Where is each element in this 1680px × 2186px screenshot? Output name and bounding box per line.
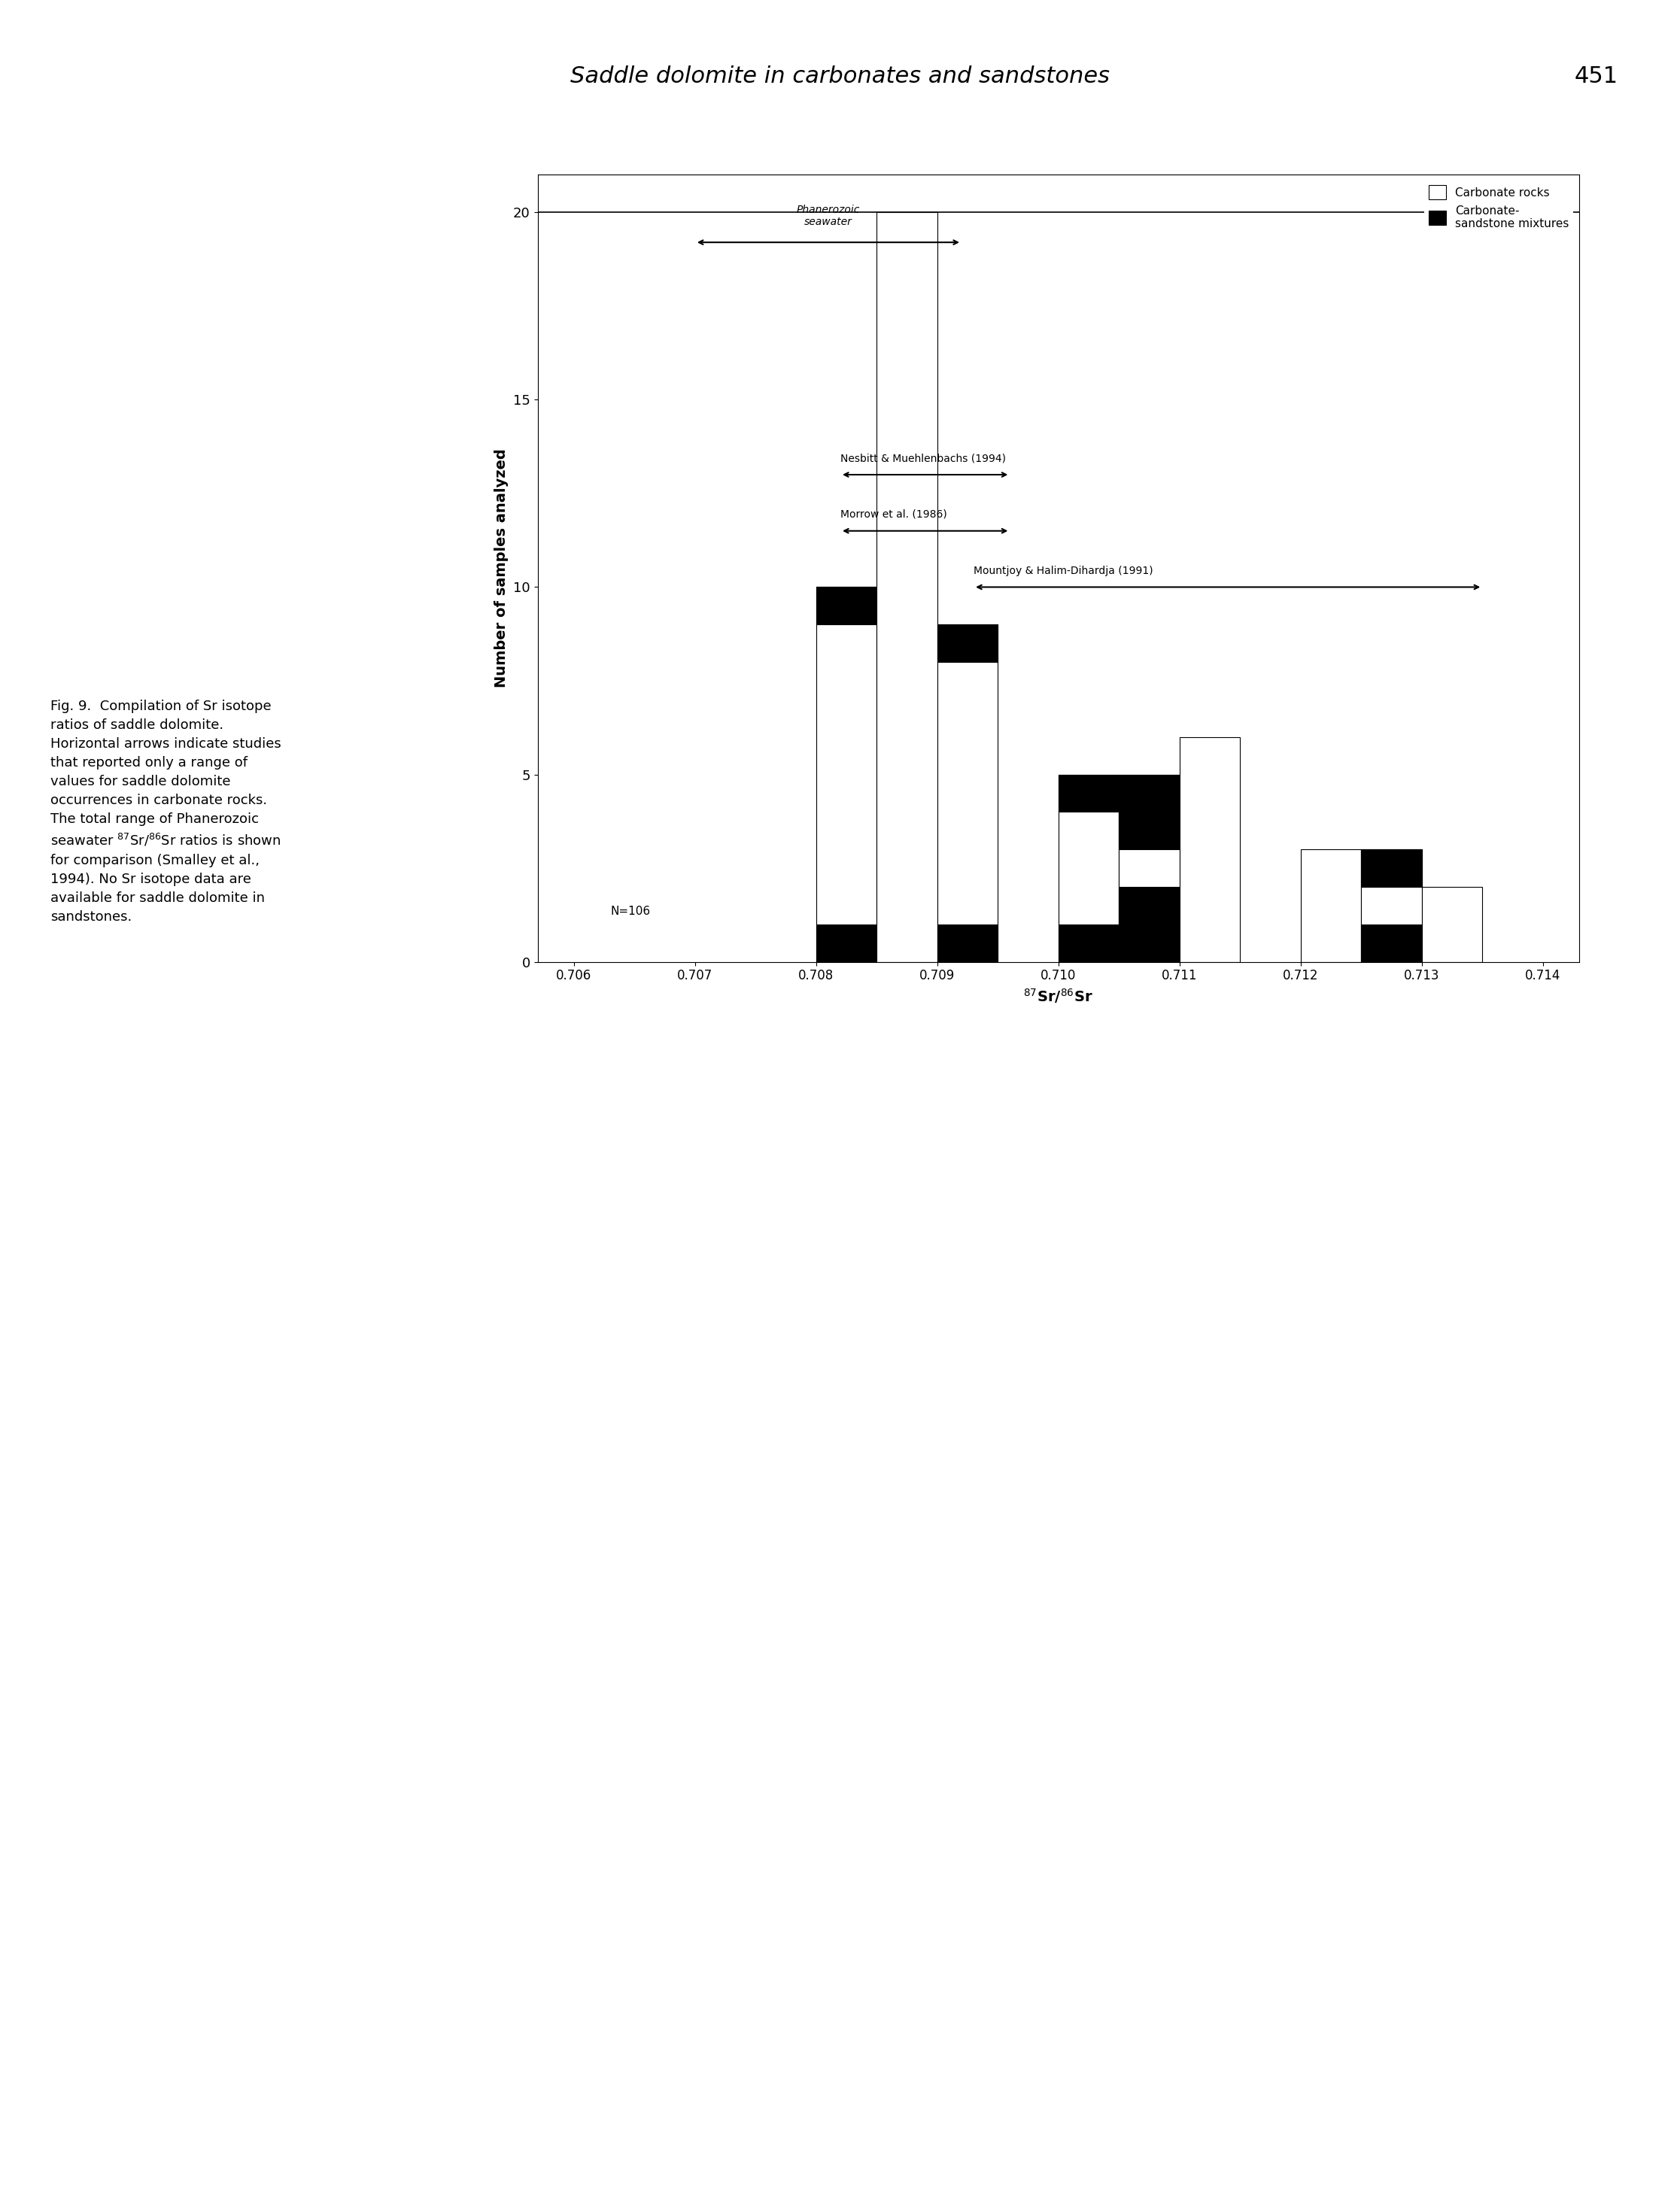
Bar xyxy=(1119,774,1179,850)
Bar xyxy=(877,212,937,962)
Bar xyxy=(1058,774,1119,811)
Bar xyxy=(1300,850,1361,962)
Legend: Carbonate rocks, Carbonate-
sandstone mixtures: Carbonate rocks, Carbonate- sandstone mi… xyxy=(1425,181,1574,234)
Bar xyxy=(1361,850,1421,962)
Text: Phanerozoic
seawater: Phanerozoic seawater xyxy=(796,205,860,227)
Bar xyxy=(1179,737,1240,962)
Bar xyxy=(1119,774,1179,962)
Text: Nesbitt & Muehlenbachs (1994): Nesbitt & Muehlenbachs (1994) xyxy=(840,453,1006,463)
Bar xyxy=(937,625,998,662)
Text: N=106: N=106 xyxy=(610,905,650,916)
Bar xyxy=(1361,925,1421,962)
Bar xyxy=(1058,925,1119,962)
Bar xyxy=(937,925,998,962)
Bar xyxy=(1361,850,1421,888)
Text: Morrow et al. (1986): Morrow et al. (1986) xyxy=(840,509,948,520)
Bar xyxy=(1119,888,1179,962)
Bar xyxy=(816,925,877,962)
Text: Mountjoy & Halim-Dihardja (1991): Mountjoy & Halim-Dihardja (1991) xyxy=(974,566,1152,575)
Bar xyxy=(816,588,877,625)
Text: 451: 451 xyxy=(1574,66,1618,87)
Bar xyxy=(1421,888,1482,962)
X-axis label: $^{87}$Sr/$^{86}$Sr: $^{87}$Sr/$^{86}$Sr xyxy=(1023,986,1094,1006)
Bar xyxy=(816,588,877,962)
Y-axis label: Number of samples analyzed: Number of samples analyzed xyxy=(494,448,509,689)
Text: Fig. 9.  Compilation of Sr isotope
ratios of saddle dolomite.
Horizontal arrows : Fig. 9. Compilation of Sr isotope ratios… xyxy=(50,700,281,922)
Text: Saddle dolomite in carbonates and sandstones: Saddle dolomite in carbonates and sandst… xyxy=(570,66,1110,87)
Bar xyxy=(937,625,998,962)
Bar xyxy=(1058,774,1119,962)
